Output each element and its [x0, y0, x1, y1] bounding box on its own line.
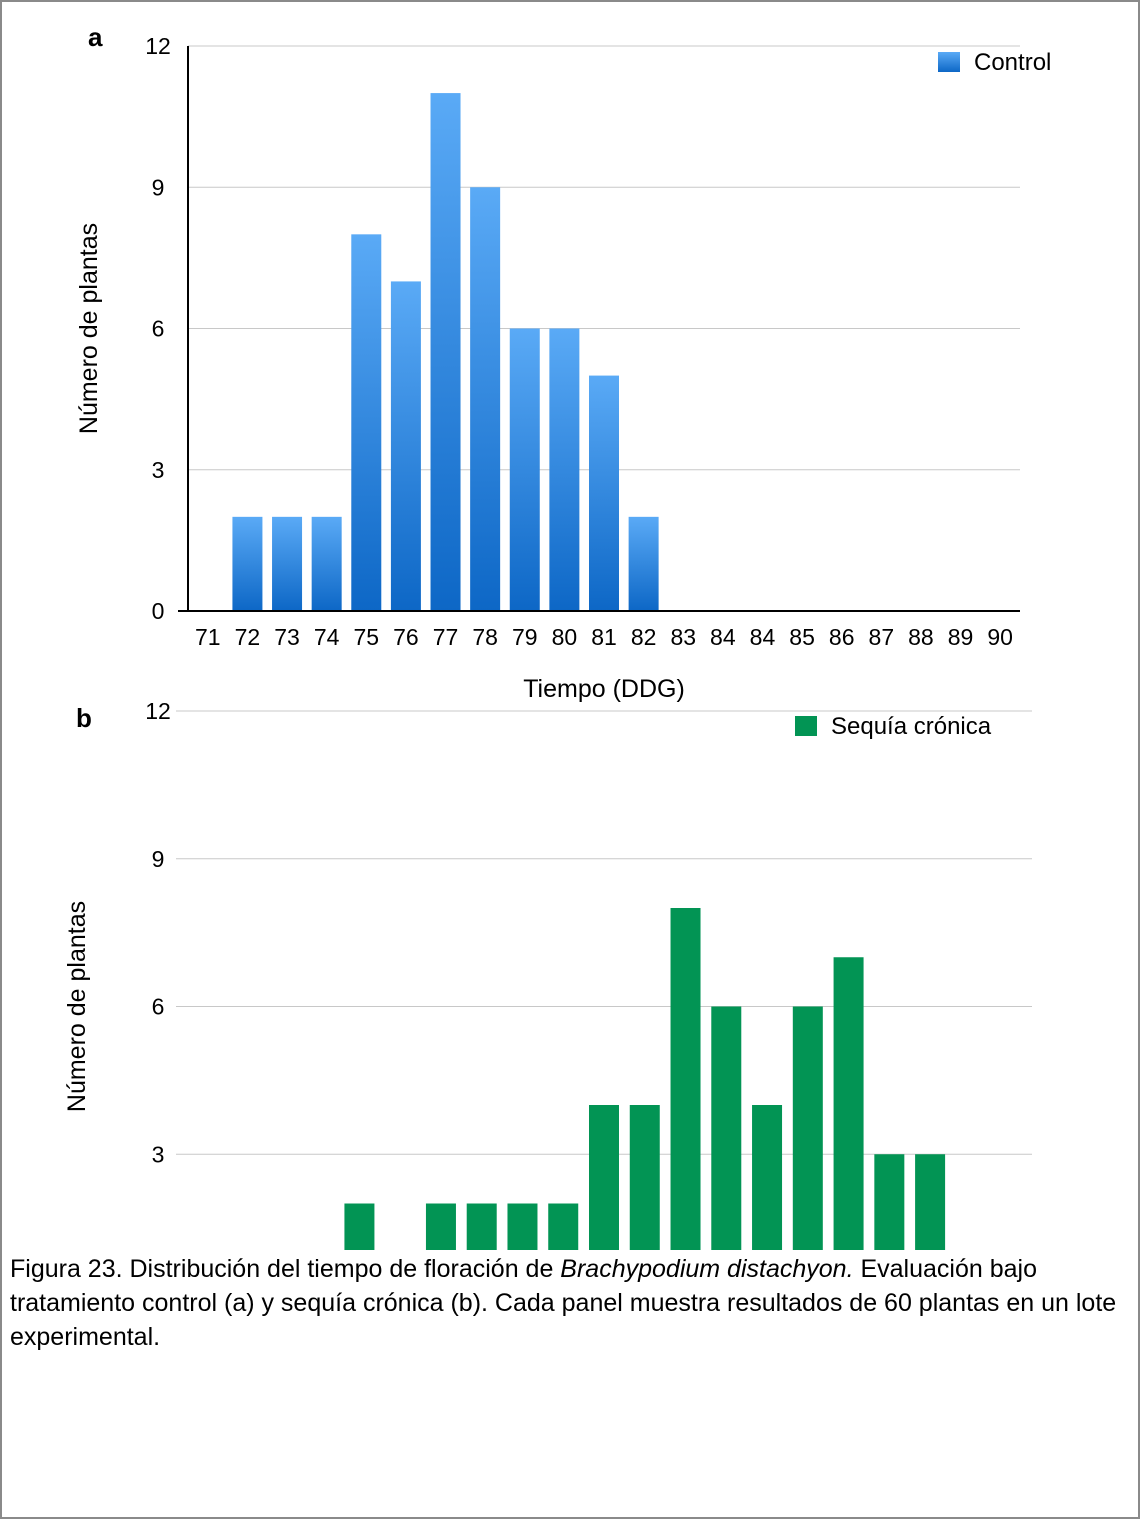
y-tick-label: 12	[145, 33, 171, 59]
caption-prefix: Figura 23. Distribución del tiempo de fl…	[10, 1255, 561, 1283]
x-tick-label: 75	[353, 624, 379, 650]
x-tick-label: 84	[710, 624, 736, 650]
bar-77	[430, 93, 461, 612]
x-tick-label: 72	[235, 624, 261, 650]
y-tick-label: 6	[152, 994, 165, 1020]
legend-swatch	[795, 716, 817, 736]
caption-species: Brachypodium distachyon.	[560, 1255, 854, 1283]
bar-83	[670, 908, 701, 1250]
y-tick-label: 6	[152, 316, 165, 342]
bar-79	[507, 1203, 538, 1250]
panel-letter: a	[88, 22, 103, 52]
bar-84	[711, 1006, 742, 1250]
y-tick-label: 12	[145, 698, 171, 724]
y-tick-label: 9	[152, 174, 165, 200]
x-tick-label: 74	[314, 624, 340, 650]
bar-82	[629, 1105, 660, 1250]
x-tick-label: 87	[869, 624, 895, 650]
bar-79	[509, 328, 540, 611]
bar-80	[549, 328, 580, 611]
x-tick-label: 84	[750, 624, 776, 650]
bar-74	[311, 516, 342, 611]
bar-84	[752, 1105, 783, 1250]
bar-86	[833, 957, 864, 1250]
bar-73	[272, 516, 303, 611]
bar-80	[548, 1203, 579, 1250]
x-tick-label: 76	[393, 624, 419, 650]
bar-85	[792, 1006, 823, 1250]
x-tick-label: 88	[908, 624, 934, 650]
panel-b-drought: 0369127172737475767778798081828384848586…	[63, 698, 1032, 1250]
caption-rest: Evaluación bajo tratamiento control (a) …	[10, 1255, 1117, 1351]
bar-88	[915, 1154, 946, 1250]
chart-figure: 0 3 6 9 12 71 72 73 74 75 76 77 78 79 80 81 82 83 84 84 85 86…	[63, 22, 1051, 1250]
bar-78	[466, 1203, 497, 1250]
x-tick-label: 82	[631, 624, 657, 650]
y-tick-label: 3	[152, 457, 165, 483]
bar-77	[425, 1203, 456, 1250]
y-axis-title: Número de plantas	[75, 223, 103, 434]
bar-76	[390, 281, 421, 611]
x-tick-label: 85	[789, 624, 815, 650]
y-axis-title: Número de plantas	[63, 901, 91, 1112]
legend-swatch	[938, 52, 960, 72]
bar-72	[232, 516, 263, 611]
x-tick-label: 90	[987, 624, 1013, 650]
bar-87	[874, 1154, 905, 1250]
x-tick-label: 71	[195, 624, 221, 650]
y-tick-label: 0	[152, 598, 165, 624]
x-tick-label: 78	[472, 624, 498, 650]
bar-75	[351, 234, 382, 612]
panel-a-control: 0 3 6 9 12 71 72 73 74 75 76 77 78 79 80 81 82 83 84 84 85 86…	[75, 22, 1051, 703]
bar-82	[628, 516, 659, 611]
x-tick-label: 83	[670, 624, 696, 650]
y-tick-label: 3	[152, 1141, 165, 1167]
panel-letter: b	[76, 703, 92, 733]
x-tick-label: 77	[433, 624, 459, 650]
x-tick-label: 80	[552, 624, 578, 650]
x-tick-label: 81	[591, 624, 617, 650]
bar-75	[344, 1203, 375, 1250]
y-tick-label: 9	[152, 846, 165, 872]
x-tick-label: 86	[829, 624, 855, 650]
legend-label: Sequía crónica	[831, 713, 992, 740]
bar-81	[589, 375, 619, 611]
x-tick-label: 73	[274, 624, 300, 650]
figure-caption: Figura 23. Distribución del tiempo de fl…	[10, 1252, 1120, 1354]
x-tick-label: 89	[948, 624, 974, 650]
bar-81	[589, 1105, 619, 1250]
x-tick-label: 79	[512, 624, 538, 650]
legend-label: Control	[974, 49, 1051, 76]
x-axis-title: Tiempo (DDG)	[523, 675, 685, 703]
bar-78	[470, 187, 501, 611]
